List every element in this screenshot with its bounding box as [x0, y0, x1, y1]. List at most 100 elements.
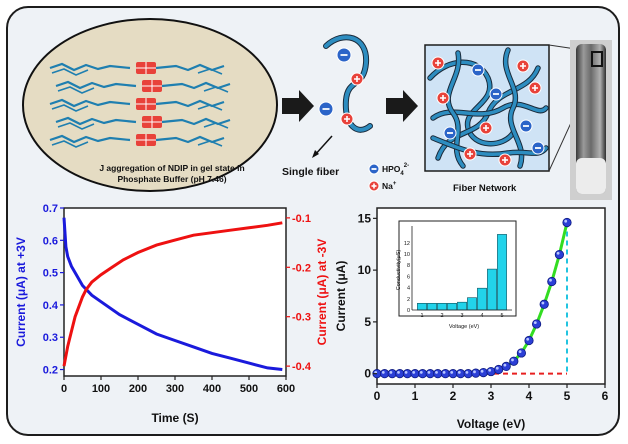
iv-data-point: [524, 335, 534, 346]
network-fiber: [503, 47, 525, 169]
anion-icon: [443, 126, 457, 140]
iv-data-point: [395, 369, 405, 379]
left-y2-axis-label: Current (μA) at -3V: [315, 239, 329, 346]
anion-legend-label: HPO42-: [382, 163, 409, 177]
right-x-tick-label: 0: [374, 389, 381, 403]
iv-data-point: [448, 369, 458, 379]
iv-data-point: [417, 369, 428, 379]
cation-icon: [463, 147, 477, 161]
series-current-minus3v: [62, 221, 283, 367]
iv-data-point: [478, 368, 488, 378]
right-x-tick-label: 4: [526, 389, 533, 403]
inset-bar: [497, 234, 507, 311]
inset-bar: [417, 302, 427, 311]
cation-icon: [350, 72, 364, 86]
right-x-tick-label: 3: [488, 389, 495, 403]
anion-label: HPO: [382, 164, 401, 174]
ellipse-caption-line2: Phosphate Buffer (pH 7.46): [117, 174, 226, 184]
left-y-ticks: 0.2 0.3 0.4 0.5 0.6 0.7: [43, 203, 64, 377]
ndip-stack-row: [49, 134, 225, 148]
iv-data-point: [486, 366, 496, 377]
iv-data-point: [539, 299, 549, 309]
ndip-stack-row: [49, 62, 225, 76]
left-x-tick-label: 500: [240, 383, 258, 395]
anion-icon: [368, 163, 380, 175]
cation-icon: [498, 153, 512, 167]
inset-x-tick-label: 3: [460, 313, 463, 319]
cation-icon: [431, 56, 445, 70]
inset-y-axis-label: Conductivity(μS): [396, 250, 402, 291]
left-x-tick-label: 300: [166, 383, 184, 395]
inset-bar: [437, 302, 447, 311]
left-plot-area: [63, 207, 287, 377]
anion-icon: [471, 63, 485, 77]
pointer-arrowhead-icon: [312, 150, 319, 158]
inset-x-axis-label: Voltage (eV): [449, 324, 479, 330]
single-fiber-label: Single fiber: [282, 166, 339, 178]
cation-superscript: +: [393, 181, 397, 187]
right-x-ticks: 0 1 2 3 4 5 6: [374, 384, 609, 403]
inset-x-ticks: 1 2 3 4 5: [420, 313, 503, 319]
iv-data-point: [516, 348, 527, 358]
left-x-axis-label: Time (S): [151, 411, 198, 425]
network-ions: [431, 56, 545, 167]
iv-data-point: [379, 369, 390, 379]
inset-bar: [457, 301, 467, 311]
ellipse-caption-line1: J aggregation of NDIP in gel state in: [99, 163, 244, 173]
right-x-tick-label: 6: [602, 389, 609, 403]
anion-icon: [489, 87, 503, 101]
iv-data-point: [455, 369, 466, 379]
vial-gel: [576, 158, 606, 194]
anion-subscript: 4: [400, 171, 404, 177]
right-y-axis-label: Current (μA): [334, 261, 348, 332]
iv-data-point: [554, 249, 565, 260]
inset-x-tick-label: 1: [420, 313, 423, 319]
left-x-tick-label: 400: [203, 383, 221, 395]
right-x-tick-label: 2: [450, 389, 457, 403]
inset-bar: [467, 297, 477, 311]
iv-data-point: [471, 368, 481, 378]
right-x-tick-label: 5: [564, 389, 571, 403]
figure-canvas: J aggregation of NDIP in gel state in Ph…: [14, 18, 612, 431]
iv-data-point: [562, 217, 572, 228]
iv-data-point: [501, 361, 511, 371]
inset-bar: [477, 287, 487, 311]
anion-icon: [519, 119, 533, 133]
network-fibers: [427, 47, 549, 169]
inset-y-tick-label: 2: [407, 297, 410, 303]
right-y-tick-label: 0: [364, 367, 371, 381]
inset-y-tick-label: 10: [404, 252, 410, 258]
cation-icon: [528, 81, 542, 95]
cation-icon: [436, 91, 450, 105]
right-arrow-icon: [282, 90, 314, 122]
inset-y-tick-label: 12: [404, 241, 410, 247]
left-y2-tick-label: -0.4: [292, 361, 312, 373]
vial-zoom-box: [591, 51, 603, 67]
iv-data-point: [440, 369, 450, 379]
inset-bar: [427, 302, 437, 311]
right-x-axis-label: Voltage (eV): [457, 417, 525, 431]
left-y2-tick-label: -0.3: [292, 312, 311, 324]
fiber-network-illustration: [424, 44, 550, 172]
right-x-tick-label: 1: [412, 389, 419, 403]
left-y-axis-label: Current (μA) at +3V: [14, 237, 28, 347]
left-x-tick-label: 600: [277, 383, 295, 395]
fiber-network-label: Fiber Network: [453, 183, 517, 194]
iv-data-point: [531, 319, 542, 329]
left-y2-tick-label: -0.1: [292, 213, 311, 225]
series-current-plus3v: [62, 217, 283, 371]
cation-icon: [516, 59, 530, 73]
gel-vial-photo: [570, 40, 612, 200]
iv-data-point: [463, 369, 473, 379]
anion-icon: [336, 47, 352, 63]
ion-legend: HPO42- Na+ Fiber Network: [368, 163, 517, 194]
left-y-tick-label: 0.3: [43, 332, 58, 344]
left-y-tick-label: 0.7: [43, 203, 58, 215]
right-arrow-icon: [386, 90, 418, 122]
iv-data-point: [410, 369, 420, 379]
inset-y-ticks: 0 2 4 6 8 10 12: [404, 241, 410, 314]
right-y-tick-label: 15: [358, 211, 372, 225]
